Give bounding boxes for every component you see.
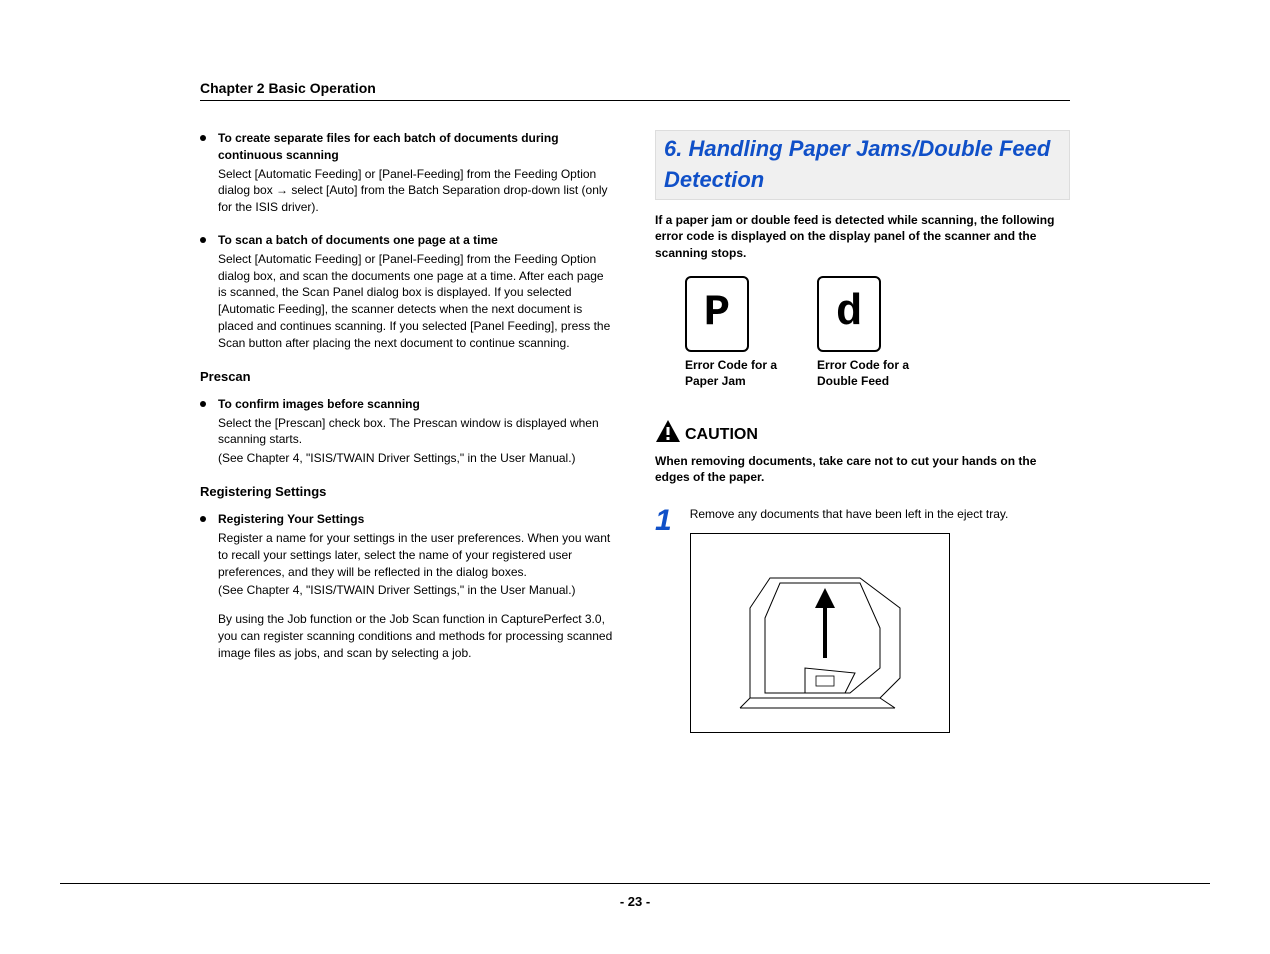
bullet-scan-batch: To scan a batch of documents one page at… [200,232,615,352]
bullet-title: To confirm images before scanning [218,396,615,413]
step-number: 1 [655,506,672,733]
error-codes: P Error Code for a Paper Jam d Error Cod… [655,276,1070,389]
bullet-body: By using the Job function or the Job Sca… [218,611,615,661]
bullet-icon [200,135,206,141]
left-column: To create separate files for each batch … [200,130,615,733]
bullet-icon [200,401,206,407]
step-body: Remove any documents that have been left… [690,506,1070,733]
caution-label: CAUTION [685,424,758,446]
bullet-body: (See Chapter 4, "ISIS/TWAIN Driver Setti… [218,450,615,467]
warning-icon [655,419,681,450]
caution-block: CAUTION When removing documents, take ca… [655,419,1070,486]
bullet-confirm-images: To confirm images before scanning Select… [200,396,615,467]
error-label: Error Code for a Paper Jam [685,358,777,389]
bullet-icon [200,516,206,522]
bullet-title: To scan a batch of documents one page at… [218,232,615,249]
prescan-heading: Prescan [200,368,615,386]
error-double-feed: d Error Code for a Double Feed [817,276,909,389]
caution-body: When removing documents, take care not t… [655,453,1070,487]
section-intro: If a paper jam or double feed is detecte… [655,212,1070,262]
bullet-separate-files: To create separate files for each batch … [200,130,615,216]
footer-rule [60,883,1210,884]
bullet-registering-settings: Registering Your Settings Register a nam… [200,511,615,661]
error-paper-jam: P Error Code for a Paper Jam [685,276,777,389]
section-heading: 6. Handling Paper Jams/Double Feed Detec… [655,130,1070,200]
chapter-title: Chapter 2 Basic Operation [200,80,376,96]
header-rule [200,100,1070,101]
bullet-title: Registering Your Settings [218,511,615,528]
bullet-body: Select the [Prescan] check box. The Pres… [218,415,615,449]
bullet-body: Register a name for your settings in the… [218,530,615,580]
bullet-icon [200,237,206,243]
step-text: Remove any documents that have been left… [690,506,1070,523]
segment-display-p: P [685,276,749,352]
bullet-body: (See Chapter 4, "ISIS/TWAIN Driver Setti… [218,582,615,599]
right-column: 6. Handling Paper Jams/Double Feed Detec… [655,130,1070,733]
scanner-illustration [690,533,950,733]
caution-header: CAUTION [655,419,1070,450]
step-1: 1 Remove any documents that have been le… [655,506,1070,733]
section-title: Handling Paper Jams/Double Feed Detectio… [664,136,1050,192]
bullet-body: Select [Automatic Feeding] or [Panel-Fee… [218,166,615,216]
registering-heading: Registering Settings [200,483,615,501]
bullet-title: To create separate files for each batch … [218,130,615,164]
bullet-body: Select [Automatic Feeding] or [Panel-Fee… [218,251,615,352]
segment-display-d: d [817,276,881,352]
section-number: 6. [664,136,682,161]
error-label: Error Code for a Double Feed [817,358,909,389]
page-number: - 23 - [0,894,1270,909]
